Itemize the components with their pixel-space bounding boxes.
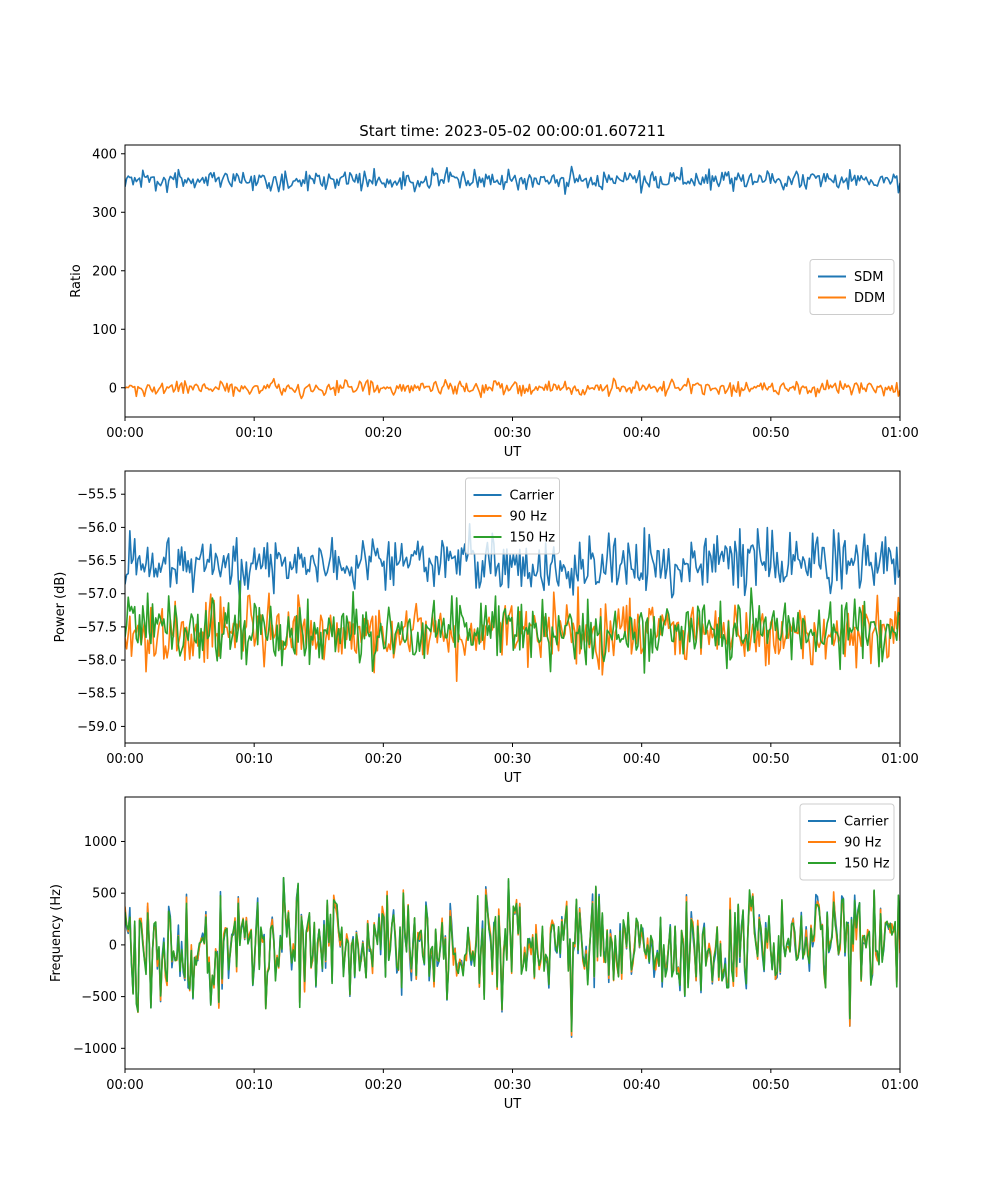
chart-panel-1: 00:00 00:10 00:20 00:30 00:40 00:50 01:00 0 100 2… <box>69 144 919 460</box>
y-tick-label: 200 <box>92 264 117 279</box>
x-tick-label: 00:00 <box>106 426 143 441</box>
y-tick-label: −59.0 <box>77 720 117 735</box>
x-tick-label: 00:30 <box>494 426 531 441</box>
x-tick-label: 00:00 <box>106 1078 143 1093</box>
x-tick-label: 00:10 <box>235 1078 272 1093</box>
legend-label: Carrier <box>510 489 555 504</box>
y-tick-label: 500 <box>92 887 117 902</box>
chart-title: Start time: 2023-05-02 00:00:01.607211 <box>359 122 665 140</box>
x-tick-label: 00:30 <box>494 1078 531 1093</box>
x-tick-label: 00:40 <box>623 426 660 441</box>
legend-label: 90 Hz <box>844 836 881 851</box>
legend-label: Carrier <box>844 815 889 830</box>
x-tick-label: 00:10 <box>235 752 272 767</box>
legend-box <box>799 803 895 881</box>
legend-label: SDM <box>854 270 883 285</box>
y-tick-label: −57.5 <box>77 620 117 635</box>
x-tick-label: 00:20 <box>365 752 402 767</box>
y-axis-label: Power (dB) <box>53 572 68 643</box>
x-tick-label: 00:00 <box>106 752 143 767</box>
x-tick-label: 00:50 <box>752 752 789 767</box>
series-line-150-hz <box>125 876 900 1033</box>
y-tick-label: −1000 <box>73 1042 117 1057</box>
legend-box <box>465 477 560 555</box>
legend: SDM DDM <box>809 259 895 315</box>
y-tick-label: −58.0 <box>77 654 117 669</box>
y-tick-label: −500 <box>81 990 117 1005</box>
x-axis-label: UT <box>504 1097 522 1112</box>
x-tick-label: 00:40 <box>623 752 660 767</box>
series-line-carrier <box>125 523 900 606</box>
chart-panel-3: 00:00 00:10 00:20 00:30 00:40 00:50 01:00 −1000… <box>49 796 919 1112</box>
x-axis-label: UT <box>504 771 522 786</box>
x-axis-label: UT <box>504 445 522 460</box>
legend: Carrier 90 Hz 150 Hz <box>465 477 560 555</box>
x-tick-label: 00:10 <box>235 426 272 441</box>
legend-label: DDM <box>854 291 885 306</box>
series-line-ddm <box>125 377 900 400</box>
series-line-150-hz <box>125 580 900 674</box>
x-tick-label: 00:40 <box>623 1078 660 1093</box>
x-tick-label: 00:20 <box>365 1078 402 1093</box>
x-tick-label: 01:00 <box>881 752 918 767</box>
x-tick-label: 00:20 <box>365 426 402 441</box>
y-axis-label: Frequency (Hz) <box>49 884 64 982</box>
legend-label: 90 Hz <box>510 510 547 525</box>
legend-box <box>809 259 895 315</box>
chart-panel-2: 00:00 00:10 00:20 00:30 00:40 00:50 01:00 −55.5… <box>53 470 919 786</box>
x-tick-label: 01:00 <box>881 426 918 441</box>
x-tick-label: 01:00 <box>881 1078 918 1093</box>
y-tick-label: 0 <box>109 381 117 396</box>
x-tick-label: 00:50 <box>752 426 789 441</box>
y-tick-label: 1000 <box>84 835 117 850</box>
x-tick-label: 00:50 <box>752 1078 789 1093</box>
legend: Carrier 90 Hz 150 Hz <box>799 803 895 881</box>
y-tick-label: −57.0 <box>77 587 117 602</box>
y-tick-label: −58.5 <box>77 687 117 702</box>
y-tick-label: −56.5 <box>77 554 117 569</box>
y-tick-label: 100 <box>92 323 117 338</box>
series-line-sdm <box>125 165 900 195</box>
y-tick-label: −56.0 <box>77 521 117 536</box>
legend-label: 150 Hz <box>510 531 556 546</box>
legend-label: 150 Hz <box>844 857 890 872</box>
y-axis-label: Ratio <box>69 264 84 297</box>
y-tick-label: 300 <box>92 206 117 221</box>
y-tick-label: 0 <box>109 938 117 953</box>
y-tick-label: 400 <box>92 147 117 162</box>
x-tick-label: 00:30 <box>494 752 531 767</box>
y-tick-label: −55.5 <box>77 488 117 503</box>
